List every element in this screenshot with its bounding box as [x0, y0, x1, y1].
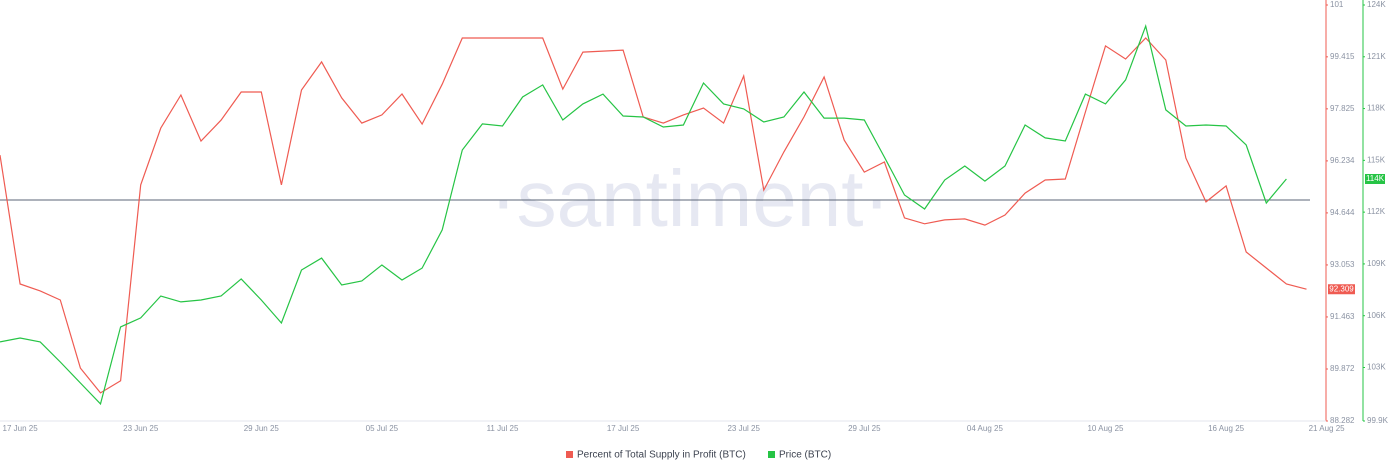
- y-tick-label: 101: [1330, 0, 1344, 9]
- last-value-badge: [1328, 284, 1355, 295]
- series-line: [0, 24, 1287, 406]
- x-tick-label: 05 Jul 25: [366, 424, 399, 433]
- y-tick-label: 94.644: [1330, 208, 1355, 217]
- y-tick-label: 89.872: [1330, 364, 1355, 373]
- x-tick-label: 29 Jul 25: [848, 424, 881, 433]
- y2-tick-label: 106K: [1367, 311, 1386, 320]
- watermark: ·santiment·: [490, 154, 890, 243]
- x-tick-label: 10 Aug 25: [1087, 424, 1124, 433]
- y2-tick-label: 118K: [1367, 104, 1386, 113]
- y2-tick-label: 99.9K: [1367, 416, 1389, 425]
- legend-swatch: [566, 451, 573, 458]
- y-tick-label: 99.415: [1330, 52, 1355, 61]
- legend-label: Price (BTC): [779, 450, 831, 461]
- series-line: [0, 37, 1307, 394]
- y-tick-label: 97.825: [1330, 104, 1355, 113]
- y-tick-label: 96.234: [1330, 156, 1355, 165]
- y2-tick-label: 121K: [1367, 52, 1386, 61]
- y2-tick-label: 103K: [1367, 363, 1386, 372]
- x-tick-label: 16 Aug 25: [1208, 424, 1245, 433]
- x-tick-label: 17 Jun 25: [3, 424, 39, 433]
- last-value-badge: [1365, 173, 1385, 184]
- y2-tick-label: 124K: [1367, 0, 1386, 9]
- x-tick-label: 17 Jul 25: [607, 424, 640, 433]
- last-value-label: 114K: [1366, 174, 1385, 183]
- last-value-label: 92.309: [1329, 284, 1354, 293]
- y2-tick-label: 115K: [1367, 155, 1386, 164]
- x-tick-label: 23 Jun 25: [123, 424, 159, 433]
- x-tick-label: 21 Aug 25: [1309, 424, 1346, 433]
- legend-label: Percent of Total Supply in Profit (BTC): [577, 450, 746, 461]
- y-tick-label: 93.053: [1330, 260, 1355, 269]
- x-tick-label: 23 Jul 25: [727, 424, 760, 433]
- y2-tick-label: 109K: [1367, 259, 1386, 268]
- y-tick-label: 88.282: [1330, 416, 1355, 425]
- x-tick-label: 04 Aug 25: [967, 424, 1004, 433]
- legend-swatch: [768, 451, 775, 458]
- x-tick-label: 29 Jun 25: [244, 424, 280, 433]
- y-tick-label: 91.463: [1330, 312, 1355, 321]
- x-tick-label: 11 Jul 25: [487, 424, 519, 433]
- y2-tick-label: 112K: [1367, 207, 1386, 216]
